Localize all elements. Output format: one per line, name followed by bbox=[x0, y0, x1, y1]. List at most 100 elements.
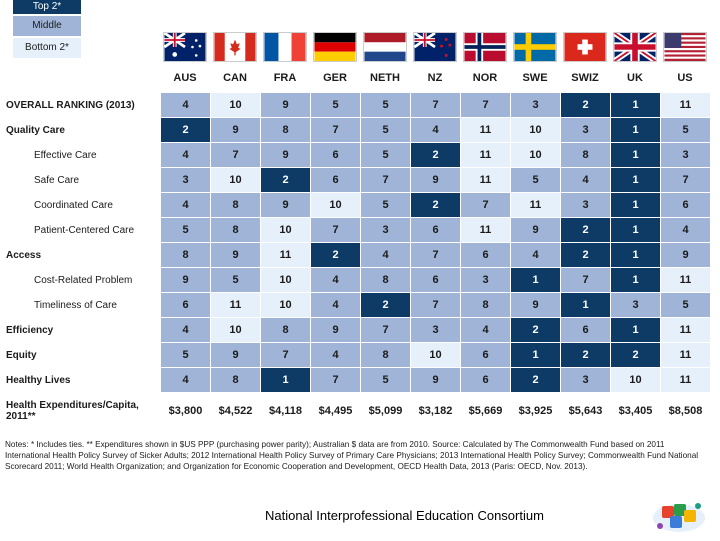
puzzle-logo-icon bbox=[650, 496, 708, 536]
rank-cell: 2 bbox=[560, 342, 611, 368]
rank-cell: 6 bbox=[410, 267, 461, 293]
country-code: NOR bbox=[472, 72, 498, 84]
rank-cell: 8 bbox=[260, 317, 311, 343]
rank-cell: 8 bbox=[260, 117, 311, 143]
table-row: Cost-Related Problem 9 5 10 4 8 6 3 1 7 1 11 bbox=[5, 267, 711, 293]
table-row: Effective Care 4 7 9 6 5 2 11 10 8 1 3 bbox=[5, 142, 711, 168]
rank-cell: 2 bbox=[560, 217, 611, 243]
expenditure-cell: $4,495 bbox=[310, 392, 361, 430]
rank-cell: 9 bbox=[310, 317, 361, 343]
australia-flag-icon bbox=[163, 32, 207, 62]
rank-cell: 5 bbox=[360, 142, 411, 168]
sweden-flag-icon bbox=[513, 32, 557, 62]
rank-cell: 5 bbox=[210, 267, 261, 293]
rank-cell: 7 bbox=[460, 192, 511, 218]
rank-cell: 11 bbox=[510, 192, 561, 218]
rank-cell: 4 bbox=[160, 192, 211, 218]
rank-cell: 2 bbox=[560, 92, 611, 118]
flag-row bbox=[160, 32, 710, 62]
rank-cell: 1 bbox=[610, 117, 661, 143]
rank-cell: 6 bbox=[310, 167, 361, 193]
row-label: Effective Care bbox=[5, 142, 161, 168]
rank-cell: 9 bbox=[260, 142, 311, 168]
country-code: CAN bbox=[223, 72, 247, 84]
expenditure-cell: $4,118 bbox=[260, 392, 311, 430]
rank-cell: 4 bbox=[310, 267, 361, 293]
row-label: Cost-Related Problem bbox=[5, 267, 161, 293]
rank-cell: 8 bbox=[560, 142, 611, 168]
rank-cell: 4 bbox=[160, 317, 211, 343]
row-label: Healthy Lives bbox=[5, 367, 161, 393]
rank-cell: 8 bbox=[210, 367, 261, 393]
canada-flag-icon bbox=[213, 32, 257, 62]
rank-cell: 7 bbox=[560, 267, 611, 293]
rank-cell: 3 bbox=[160, 167, 211, 193]
rank-cell: 9 bbox=[510, 292, 561, 318]
rank-cell: 11 bbox=[660, 267, 711, 293]
rank-cell: 4 bbox=[360, 242, 411, 268]
rank-cell: 7 bbox=[410, 242, 461, 268]
table-row: Equity 5 9 7 4 8 10 6 1 2 2 11 bbox=[5, 342, 711, 368]
rank-cell: 3 bbox=[560, 117, 611, 143]
table-row: Coordinated Care 4 8 9 10 5 2 7 11 3 1 6 bbox=[5, 192, 711, 218]
rank-cell: 10 bbox=[260, 267, 311, 293]
rank-cell: 10 bbox=[410, 342, 461, 368]
rank-cell: 1 bbox=[560, 292, 611, 318]
rank-cell: 4 bbox=[310, 342, 361, 368]
rank-cell: 3 bbox=[560, 192, 611, 218]
country-code: NETH bbox=[370, 72, 400, 84]
rank-cell: 7 bbox=[410, 292, 461, 318]
rank-cell: 1 bbox=[610, 242, 661, 268]
rank-cell: 9 bbox=[210, 342, 261, 368]
rank-cell: 5 bbox=[360, 192, 411, 218]
rank-cell: 10 bbox=[510, 117, 561, 143]
rank-cell: 8 bbox=[460, 292, 511, 318]
country-code: SWE bbox=[522, 72, 548, 84]
rank-cell: 9 bbox=[410, 167, 461, 193]
rank-cell: 10 bbox=[610, 367, 661, 393]
expenditure-row: Health Expenditures/Capita, 2011** $3,800… bbox=[5, 392, 711, 430]
legend: Top 2* Middle Bottom 2* bbox=[13, 0, 81, 60]
rank-cell: 6 bbox=[460, 242, 511, 268]
rank-cell: 9 bbox=[210, 242, 261, 268]
rank-cell: 6 bbox=[660, 192, 711, 218]
table-row: Safe Care 3 10 2 6 7 9 11 5 4 1 7 bbox=[5, 167, 711, 193]
rank-cell: 3 bbox=[410, 317, 461, 343]
rank-cell: 1 bbox=[610, 217, 661, 243]
rank-cell: 1 bbox=[610, 92, 661, 118]
rank-cell: 2 bbox=[510, 317, 561, 343]
expenditure-cell: $5,643 bbox=[560, 392, 611, 430]
legend-middle: Middle bbox=[13, 16, 81, 36]
rank-cell: 7 bbox=[360, 167, 411, 193]
rank-cell: 11 bbox=[260, 242, 311, 268]
expenditure-cell: $3,182 bbox=[410, 392, 461, 430]
rank-cell: 11 bbox=[660, 367, 711, 393]
country-code: FRA bbox=[273, 72, 297, 84]
rank-cell: 10 bbox=[260, 292, 311, 318]
rank-cell: 7 bbox=[310, 217, 361, 243]
rank-cell: 1 bbox=[610, 142, 661, 168]
country-code-row: AUS CAN FRA GER NETH NZ NOR SWE SWIZ UK US bbox=[160, 72, 710, 84]
rank-cell: 1 bbox=[610, 167, 661, 193]
rank-cell: 5 bbox=[660, 117, 711, 143]
rank-cell: 6 bbox=[460, 367, 511, 393]
country-code: SWIZ bbox=[571, 72, 599, 84]
rank-cell: 7 bbox=[360, 317, 411, 343]
rank-cell: 10 bbox=[260, 217, 311, 243]
rank-cell: 11 bbox=[210, 292, 261, 318]
rank-cell: 3 bbox=[360, 217, 411, 243]
rank-cell: 3 bbox=[560, 367, 611, 393]
table-row: Quality Care 2 9 8 7 5 4 11 10 3 1 5 bbox=[5, 117, 711, 143]
rank-cell: 7 bbox=[310, 367, 361, 393]
new-zealand-flag-icon bbox=[413, 32, 457, 62]
rank-cell: 1 bbox=[510, 342, 561, 368]
country-code: GER bbox=[323, 72, 347, 84]
rank-cell: 11 bbox=[660, 317, 711, 343]
rank-cell: 3 bbox=[660, 142, 711, 168]
rank-cell: 5 bbox=[510, 167, 561, 193]
rank-cell: 5 bbox=[160, 217, 211, 243]
rank-cell: 2 bbox=[510, 367, 561, 393]
rank-cell: 4 bbox=[160, 142, 211, 168]
rank-cell: 9 bbox=[660, 242, 711, 268]
rank-cell: 4 bbox=[410, 117, 461, 143]
